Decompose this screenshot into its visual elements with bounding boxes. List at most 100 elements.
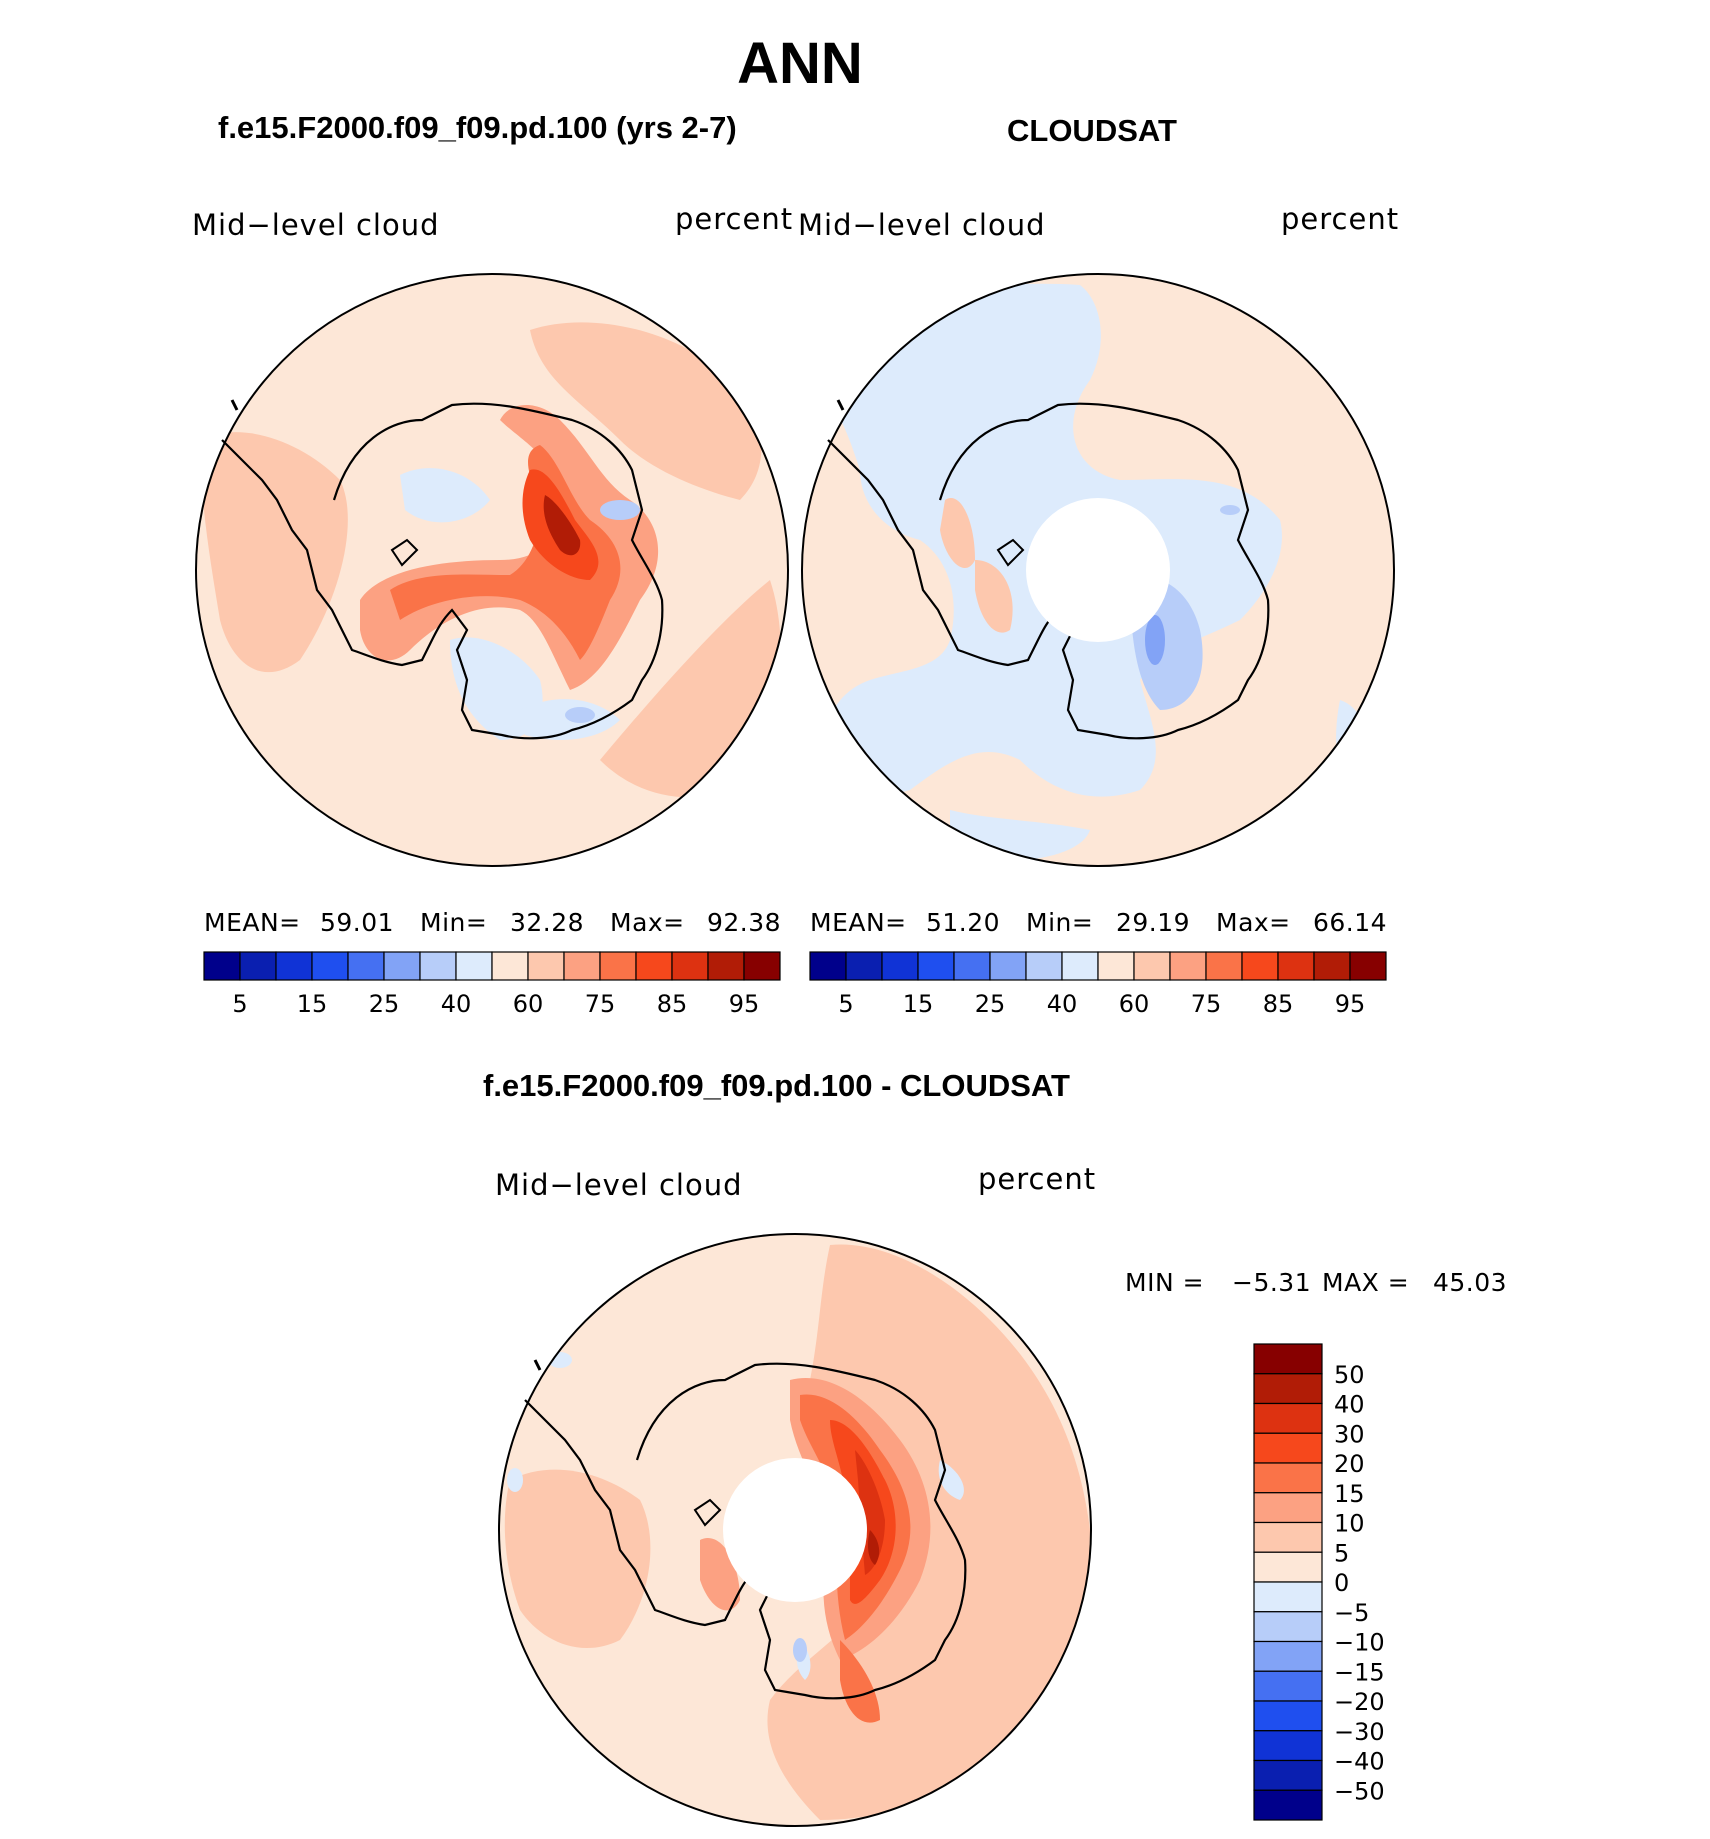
colorbar-swatch	[563, 951, 601, 981]
colorbar-swatch	[1169, 951, 1207, 981]
diff-min-label: MIN =	[1125, 1268, 1205, 1297]
colorbar-swatch	[1241, 951, 1279, 981]
colorbar-tick-label: 5	[838, 990, 853, 1018]
colorbar-tick-label: 15	[903, 990, 934, 1018]
model-colorbar: 5 15 25 40 60 75 85 95	[203, 951, 781, 1018]
diff-map	[498, 1233, 1092, 1827]
colorbar-swatch	[383, 951, 421, 981]
colorbar-tick-label: −50	[1334, 1777, 1385, 1805]
model-units-label: percent	[675, 202, 794, 236]
colorbar-swatch	[1253, 1789, 1323, 1821]
colorbar-tick-label: 50	[1334, 1361, 1365, 1389]
colorbar-swatch	[881, 951, 919, 981]
obs-mean-value: 51.20	[926, 908, 1001, 937]
colorbar-swatch	[1253, 1432, 1323, 1464]
colorbar-swatch	[527, 951, 565, 981]
colorbar-tick-label: −40	[1334, 1748, 1385, 1776]
model-mean-value: 59.01	[320, 908, 395, 937]
colorbar-tick-label: −30	[1334, 1718, 1385, 1746]
obs-colorbar: 5 15 25 40 60 75 85 95	[809, 951, 1387, 1018]
colorbar-swatch	[1253, 1492, 1323, 1524]
colorbar-swatch	[1253, 1521, 1323, 1553]
colorbar-swatch	[1025, 951, 1063, 981]
colorbar-swatch	[671, 951, 709, 981]
colorbar-swatch	[1253, 1670, 1323, 1702]
colorbar-tick-label: 40	[1047, 990, 1078, 1018]
colorbar-swatch	[239, 951, 277, 981]
colorbar-tick-label: 85	[1263, 990, 1294, 1018]
colorbar-swatch	[809, 951, 847, 981]
colorbar-swatch	[1349, 951, 1387, 981]
colorbar-swatch	[311, 951, 349, 981]
obs-max-value: 66.14	[1313, 908, 1388, 937]
colorbar-swatch	[917, 951, 955, 981]
colorbar-swatch	[1061, 951, 1099, 981]
colorbar-swatch	[1253, 1343, 1323, 1375]
model-min-label: Min=	[420, 908, 488, 937]
diff-max-value: 45.03	[1433, 1268, 1508, 1297]
obs-map	[801, 273, 1395, 867]
colorbar-swatch	[1253, 1759, 1323, 1791]
colorbar-swatch	[1253, 1700, 1323, 1732]
diff-variable-label: Mid−level cloud	[495, 1168, 743, 1202]
obs-variable-label: Mid−level cloud	[798, 208, 1046, 242]
colorbar-tick-label: −10	[1334, 1629, 1385, 1657]
colorbar-tick-label: 10	[1334, 1510, 1365, 1538]
colorbar-swatch	[1253, 1551, 1323, 1583]
colorbar-swatch	[1253, 1581, 1323, 1613]
colorbar-tick-label: 0	[1334, 1569, 1349, 1597]
diff-units-label: percent	[978, 1162, 1097, 1196]
colorbar-tick-label: 75	[1191, 990, 1222, 1018]
colorbar-swatch	[203, 951, 241, 981]
colorbar-swatch	[419, 951, 457, 981]
colorbar-swatch	[599, 951, 637, 981]
colorbar-tick-label: 15	[1334, 1480, 1365, 1508]
colorbar-tick-label: −5	[1334, 1599, 1369, 1627]
colorbar-tick-label: 40	[1334, 1391, 1365, 1419]
colorbar-swatch	[743, 951, 781, 981]
colorbar-tick-label: 5	[232, 990, 247, 1018]
colorbar-swatch	[1253, 1611, 1323, 1643]
colorbar-swatch	[1097, 951, 1135, 981]
model-min-value: 32.28	[510, 908, 585, 937]
diff-max-label: MAX =	[1322, 1268, 1410, 1297]
colorbar-swatch	[1253, 1730, 1323, 1762]
colorbar-tick-label: 25	[975, 990, 1006, 1018]
colorbar-swatch	[275, 951, 313, 981]
model-mean-label: MEAN=	[204, 908, 301, 937]
figure-title: ANN	[737, 31, 863, 96]
colorbar-swatch	[1253, 1373, 1323, 1405]
colorbar-tick-label: −20	[1334, 1688, 1385, 1716]
colorbar-swatch	[1253, 1402, 1323, 1434]
obs-mean-label: MEAN=	[810, 908, 907, 937]
colorbar-swatch	[1277, 951, 1315, 981]
colorbar-swatch	[1205, 951, 1243, 981]
colorbar-swatch	[455, 951, 493, 981]
colorbar-tick-label: 60	[1119, 990, 1150, 1018]
colorbar-tick-label: 60	[513, 990, 544, 1018]
obs-panel-title: CLOUDSAT	[1007, 113, 1177, 148]
colorbar-tick-label: 40	[441, 990, 472, 1018]
colorbar-tick-label: 5	[1334, 1539, 1349, 1567]
colorbar-swatch	[1253, 1462, 1323, 1494]
colorbar-tick-label: 85	[657, 990, 688, 1018]
model-panel-title: f.e15.F2000.f09_f09.pd.100 (yrs 2-7)	[218, 110, 737, 145]
colorbar-swatch	[347, 951, 385, 981]
diff-min-value: −5.31	[1232, 1268, 1312, 1297]
colorbar-tick-label: 20	[1334, 1450, 1365, 1478]
colorbar-swatch	[1133, 951, 1171, 981]
colorbar-swatch	[845, 951, 883, 981]
obs-min-value: 29.19	[1116, 908, 1191, 937]
colorbar-tick-label: 25	[369, 990, 400, 1018]
obs-units-label: percent	[1281, 202, 1400, 236]
model-variable-label: Mid−level cloud	[192, 208, 440, 242]
obs-max-label: Max=	[1216, 908, 1291, 937]
colorbar-tick-label: 30	[1334, 1420, 1365, 1448]
colorbar-swatch	[1313, 951, 1351, 981]
colorbar-swatch	[635, 951, 673, 981]
colorbar-swatch	[707, 951, 745, 981]
colorbar-tick-label: 15	[297, 990, 328, 1018]
obs-min-label: Min=	[1026, 908, 1094, 937]
colorbar-tick-label: 95	[1335, 990, 1366, 1018]
